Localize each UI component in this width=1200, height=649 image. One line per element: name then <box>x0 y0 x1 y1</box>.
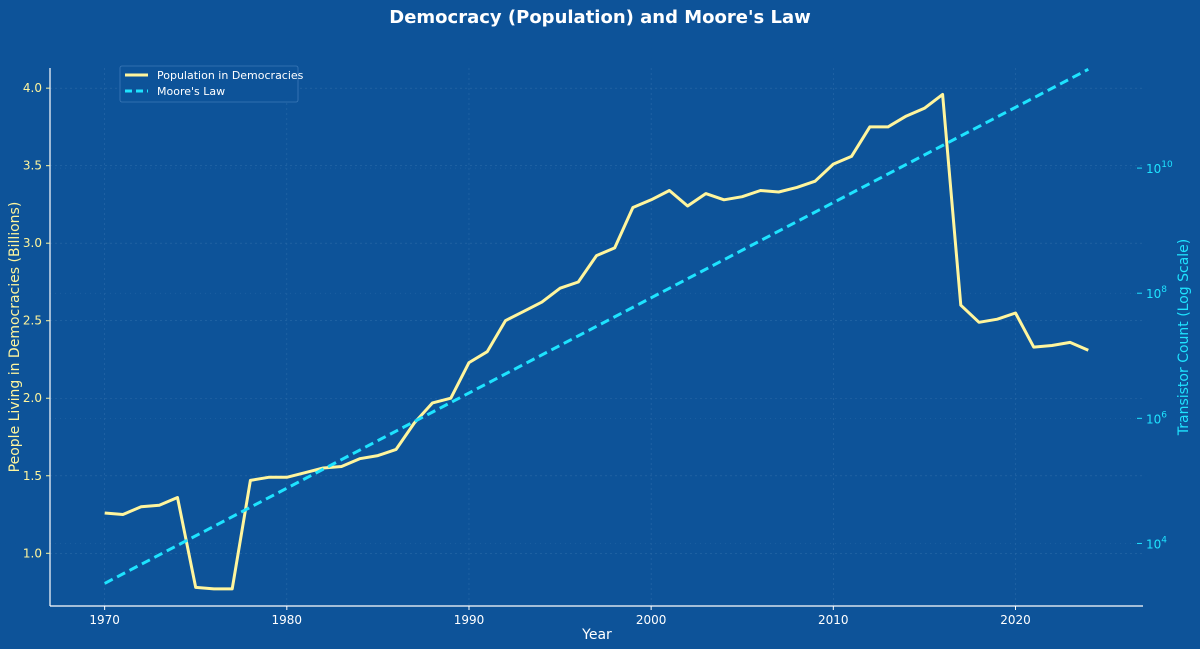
x-tick-label: 2000 <box>636 613 667 627</box>
y-right-tick-label: 108 <box>1146 285 1167 301</box>
y-right-tick-label: 104 <box>1146 535 1167 551</box>
y-ticks-right: 104 106 108 1010 <box>1137 160 1173 551</box>
x-tick-label: 2010 <box>818 613 849 627</box>
y-left-tick-label: 1.5 <box>23 469 42 483</box>
x-ticks: 1970 1980 1990 2000 2010 2020 <box>89 606 1031 627</box>
y-right-tick-label: 1010 <box>1146 160 1173 176</box>
x-tick-label: 1990 <box>454 613 485 627</box>
legend-box <box>119 65 299 103</box>
series-line-moores-law <box>104 67 1089 585</box>
y-left-tick-label: 2.0 <box>23 391 42 405</box>
legend-label-moores-law: Moore's Law <box>157 85 225 98</box>
y-ticks-left: 1.0 1.5 2.0 2.5 3.0 3.5 4.0 <box>23 81 50 560</box>
legend: Population in Democracies Moore's Law <box>119 65 304 103</box>
chart-title: Democracy (Population) and Moore's Law <box>389 7 810 28</box>
x-tick-label: 1980 <box>272 613 303 627</box>
y-left-tick-label: 1.0 <box>23 546 42 560</box>
x-tick-label: 1970 <box>89 613 120 627</box>
x-tick-label: 2020 <box>1000 613 1031 627</box>
x-axis-label: Year <box>581 627 612 643</box>
y-left-tick-label: 3.0 <box>23 236 42 250</box>
y-left-tick-label: 2.5 <box>23 314 42 328</box>
series-layer <box>104 67 1089 591</box>
axes <box>49 68 1143 607</box>
y-left-tick-label: 4.0 <box>23 81 42 95</box>
y-axis-left-label: People Living in Democracies (Billions) <box>7 202 23 473</box>
series-line-population <box>104 92 1089 591</box>
grid <box>50 68 1143 606</box>
y-right-tick-label: 106 <box>1146 410 1167 426</box>
y-axis-right-label: Transistor Count (Log Scale) <box>1176 239 1192 437</box>
y-left-tick-label: 3.5 <box>23 159 42 173</box>
legend-label-population: Population in Democracies <box>157 69 304 82</box>
